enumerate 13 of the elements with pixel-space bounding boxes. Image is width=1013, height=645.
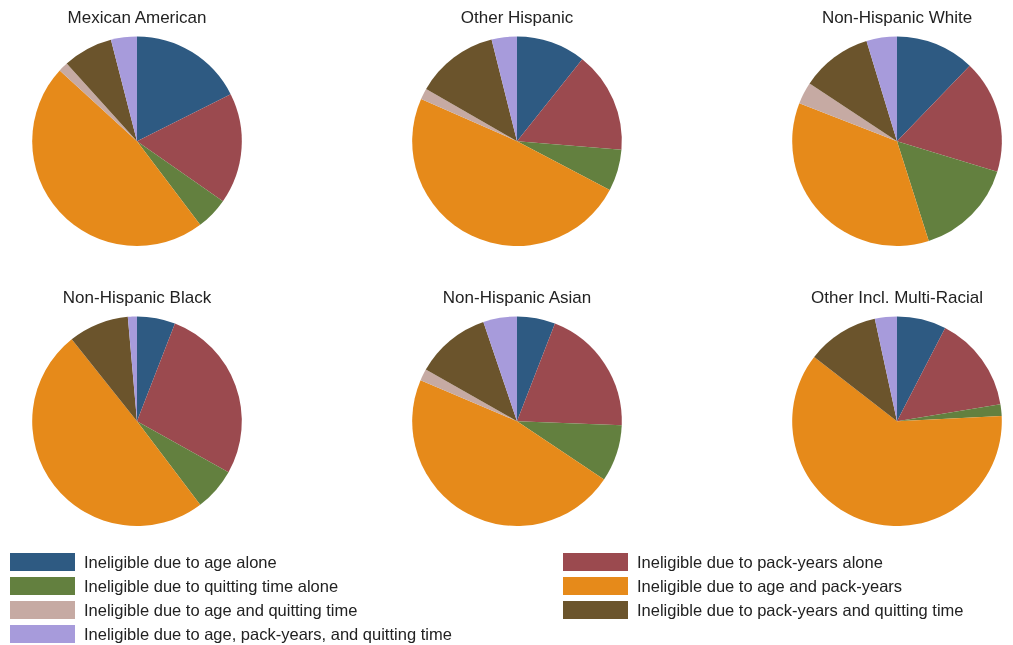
chart-title: Non-Hispanic White (821, 7, 973, 27)
chart-title: Other Hispanic (460, 7, 574, 27)
legend-label: Ineligible due to pack-years alone (637, 552, 883, 572)
chart-title: Non-Hispanic Black (62, 287, 212, 307)
chart-title: Mexican American (67, 7, 207, 27)
legend-label: Ineligible due to quitting time alone (84, 576, 339, 596)
legend-label: Ineligible due to age alone (84, 552, 277, 572)
legend-label: Ineligible due to pack-years and quitting time (637, 600, 964, 620)
legend-label: Ineligible due to age and quitting time (84, 600, 358, 620)
legend-label: Ineligible due to age, pack-years, and quitting time (84, 624, 452, 644)
chart-title: Non-Hispanic Asian (442, 287, 592, 307)
legend-label: Ineligible due to age and pack-years (637, 576, 903, 596)
chart-title: Other Incl. Multi-Racial (811, 287, 983, 307)
